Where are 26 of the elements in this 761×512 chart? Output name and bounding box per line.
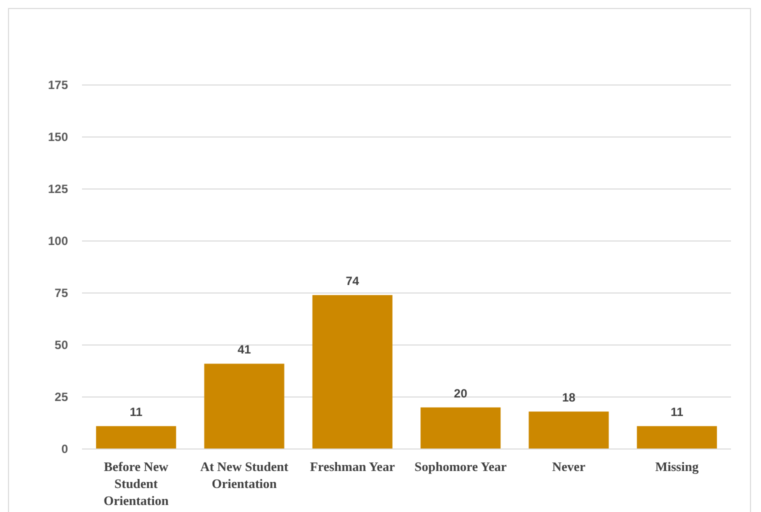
data-label: 74 — [346, 274, 360, 288]
data-label: 41 — [238, 342, 252, 357]
bar — [636, 426, 717, 449]
y-tick-label: 75 — [54, 286, 68, 300]
x-tick-label: Freshman Year — [310, 459, 396, 474]
y-tick-label: 150 — [48, 130, 68, 144]
y-tick-label: 50 — [54, 338, 68, 352]
bar — [204, 364, 284, 449]
data-label: 11 — [670, 405, 684, 420]
bar — [312, 295, 392, 449]
x-tick-label: Sophomore Year — [414, 459, 507, 474]
y-tick-label: 100 — [48, 234, 68, 248]
x-tick-label: Missing — [655, 459, 700, 474]
x-tick-label: Never — [552, 459, 586, 474]
bar — [528, 412, 609, 449]
x-tick-label: At New Student Orientation — [200, 459, 289, 491]
data-label: 11 — [130, 405, 143, 420]
x-tick-label: Before New Student Orientation — [104, 459, 170, 508]
y-tick-label: 0 — [61, 442, 68, 456]
bar — [96, 426, 176, 449]
bar — [420, 407, 501, 449]
y-tick-label: 125 — [48, 182, 68, 196]
data-label: 18 — [562, 390, 576, 405]
y-tick-label: 175 — [48, 78, 68, 92]
data-label: 20 — [454, 386, 468, 400]
y-tick-label: 25 — [54, 390, 68, 404]
